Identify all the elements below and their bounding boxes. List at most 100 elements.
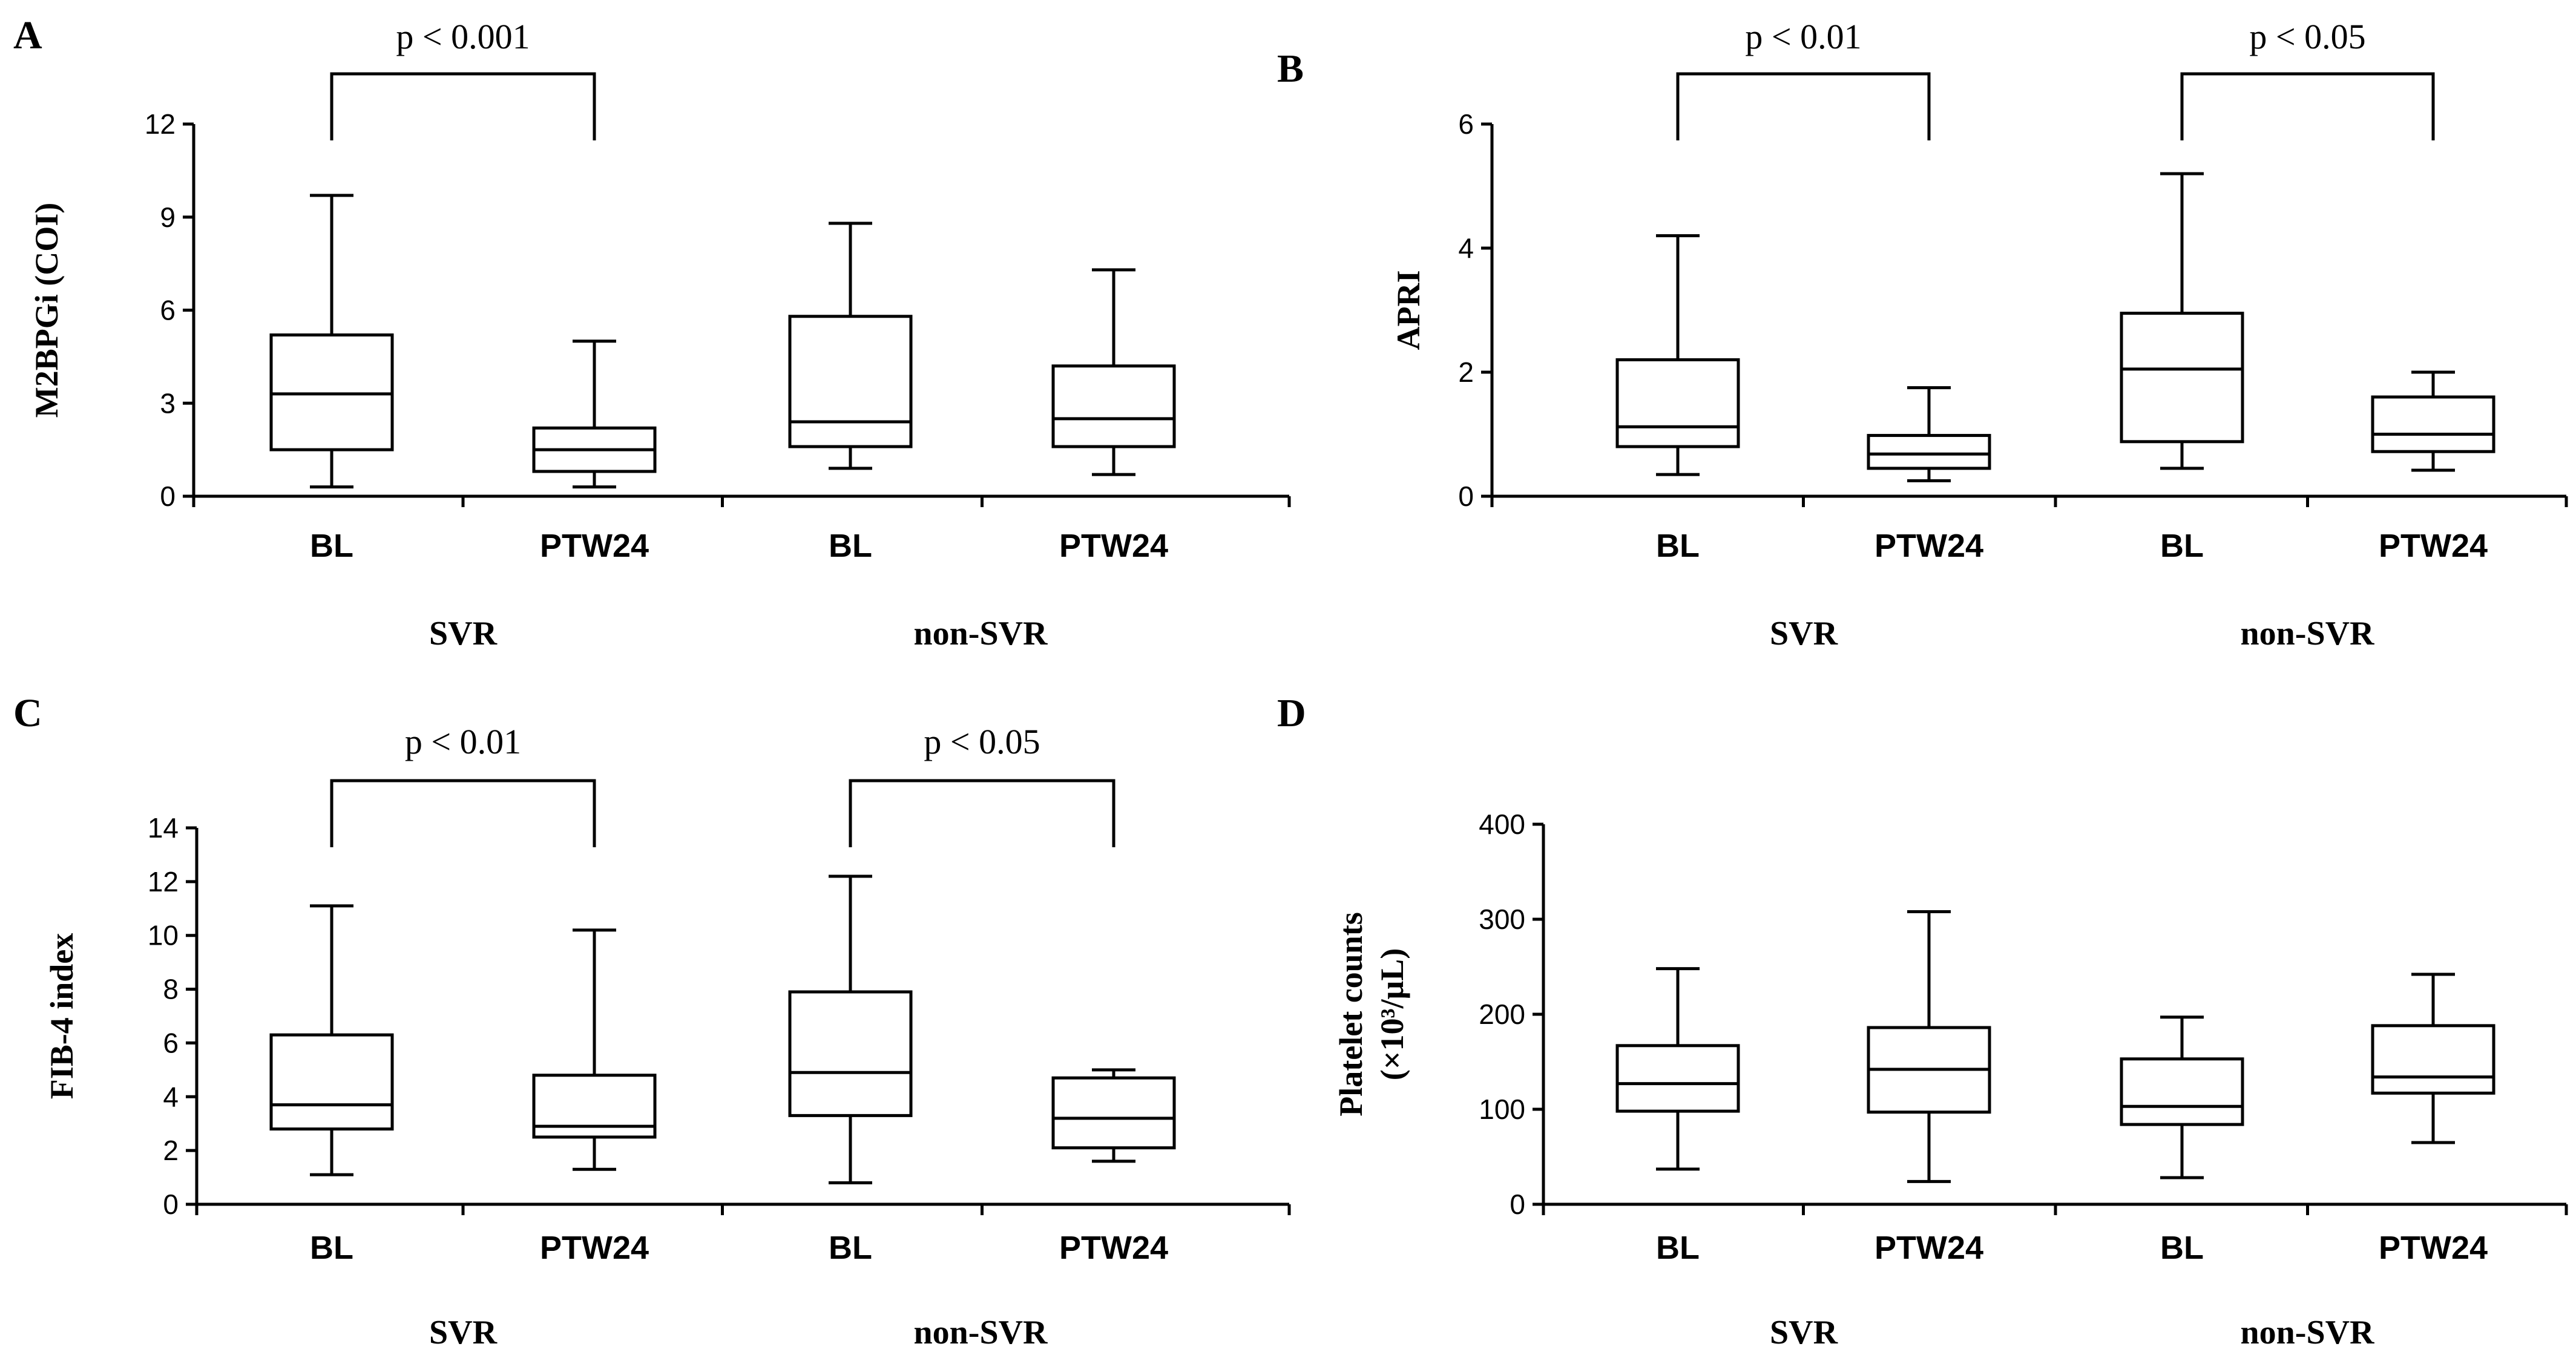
- y-axis-label: APRI: [1390, 271, 1427, 350]
- y-axis-title: FIB-4 index: [44, 933, 80, 1100]
- category-label: PTW24: [1059, 528, 1168, 564]
- y-axis-label: M2BPGi (COI): [28, 203, 65, 418]
- box-iqr: [788, 990, 913, 1117]
- y-tick-label: 8: [163, 974, 179, 1005]
- box-iqr: [2371, 395, 2496, 453]
- box-iqr: [2120, 1057, 2244, 1126]
- category-label: BL: [1656, 528, 1700, 564]
- panel-label: A: [13, 13, 42, 57]
- panel-label: C: [13, 691, 42, 735]
- y-tick-label: 400: [1479, 809, 1525, 840]
- box-iqr: [2120, 312, 2244, 444]
- box-3: [2120, 1015, 2244, 1179]
- box-iqr: [269, 333, 394, 451]
- y-tick-label: 12: [145, 108, 176, 140]
- y-axis-title: Platelet counts: [1333, 912, 1369, 1116]
- significance-bracket: p < 0.05: [2180, 17, 2435, 140]
- group-label: non-SVR: [914, 1314, 1048, 1351]
- significance-bracket: p < 0.05: [849, 722, 1116, 847]
- group-label: non-SVR: [2241, 1314, 2375, 1351]
- box-2: [532, 928, 657, 1171]
- y-tick-label: 0: [1458, 481, 1474, 512]
- category-label: BL: [1656, 1230, 1700, 1266]
- category-label: BL: [310, 528, 353, 564]
- y-tick-label: 14: [148, 812, 179, 844]
- y-tick-label: 6: [163, 1027, 179, 1058]
- y-tick-label: 0: [1510, 1189, 1525, 1220]
- y-tick-label: 3: [160, 387, 176, 419]
- category-label: BL: [2160, 1230, 2204, 1266]
- y-tick-label: 300: [1479, 904, 1525, 935]
- y-axis-unit: (×10³/μL): [1374, 948, 1410, 1081]
- box-iqr: [1615, 1044, 1740, 1113]
- category-label: PTW24: [1874, 528, 1983, 564]
- p-value-label: p < 0.001: [396, 17, 530, 56]
- group-label: SVR: [1770, 615, 1838, 652]
- panel-D: D 0 100 200 300 400 Platelet counts (×10³/μL) BL…: [1277, 691, 2568, 1351]
- y-axis-label: Platelet counts (×10³/μL): [1333, 912, 1410, 1116]
- y-tick-label: 0: [163, 1189, 179, 1220]
- y-tick-label: 6: [1458, 108, 1474, 140]
- panel-A: A 0 3 6 9 12 M2BPGi (COI) BL PTW24 BL PTW24 SVR non-…: [13, 13, 1291, 652]
- box-1: [269, 904, 394, 1176]
- y-tick-label: 200: [1479, 999, 1525, 1030]
- bracket-line: [2180, 72, 2435, 140]
- y-tick-label: 4: [1458, 232, 1474, 264]
- category-label: BL: [2160, 528, 2204, 564]
- panel-label: D: [1277, 691, 1306, 735]
- box-1: [1615, 967, 1740, 1171]
- panel-label: B: [1277, 47, 1304, 91]
- box-2: [1867, 386, 1991, 482]
- y-tick-label: 4: [163, 1081, 179, 1112]
- panel-C: C 0 2 4 6 8 10 12 14 FIB-4 index BL PTW24 BL PTW24 SVR…: [13, 691, 1291, 1351]
- box-iqr: [1867, 434, 1991, 470]
- y-axis-title: M2BPGi (COI): [28, 203, 65, 418]
- group-label: SVR: [429, 615, 498, 652]
- box-iqr: [788, 315, 913, 448]
- category-label: PTW24: [2379, 528, 2488, 564]
- y-tick-label: 10: [148, 920, 179, 951]
- category-label: BL: [829, 1230, 872, 1266]
- bracket-line: [330, 72, 596, 140]
- box-3: [788, 874, 913, 1184]
- box-1: [1615, 234, 1740, 476]
- category-label: BL: [829, 528, 872, 564]
- category-label: PTW24: [540, 528, 649, 564]
- significance-bracket: p < 0.01: [330, 722, 596, 847]
- box-2: [532, 340, 657, 489]
- p-value-label: p < 0.01: [1745, 17, 1861, 56]
- p-value-label: p < 0.05: [2249, 17, 2365, 56]
- y-tick-label: 12: [148, 866, 179, 897]
- group-label: non-SVR: [914, 615, 1048, 652]
- category-label: PTW24: [1874, 1230, 1983, 1266]
- p-value-label: p < 0.05: [924, 722, 1040, 761]
- y-tick-label: 2: [1458, 356, 1474, 388]
- box-2: [1867, 910, 1991, 1183]
- box-iqr: [1615, 358, 1740, 448]
- box-1: [269, 194, 394, 489]
- category-label: PTW24: [1059, 1230, 1168, 1266]
- box-iqr: [269, 1033, 394, 1131]
- category-label: PTW24: [2379, 1230, 2488, 1266]
- p-value-label: p < 0.01: [405, 722, 521, 761]
- group-label: non-SVR: [2241, 615, 2375, 652]
- y-tick-label: 6: [160, 295, 176, 326]
- box-iqr: [2371, 1024, 2496, 1095]
- y-axis-title: APRI: [1390, 271, 1427, 350]
- box-4: [1051, 1068, 1176, 1163]
- significance-bracket: p < 0.001: [330, 17, 596, 140]
- bracket-line: [1676, 72, 1931, 140]
- category-label: PTW24: [540, 1230, 649, 1266]
- y-tick-label: 9: [160, 202, 176, 233]
- group-label: SVR: [429, 1314, 498, 1351]
- bracket-line: [330, 779, 596, 847]
- box-4: [2371, 973, 2496, 1144]
- box-3: [788, 221, 913, 470]
- category-label: BL: [310, 1230, 353, 1266]
- box-4: [1051, 268, 1176, 476]
- box-4: [2371, 370, 2496, 472]
- group-label: SVR: [1770, 1314, 1838, 1351]
- box-3: [2120, 172, 2244, 470]
- significance-bracket: p < 0.01: [1676, 17, 1931, 140]
